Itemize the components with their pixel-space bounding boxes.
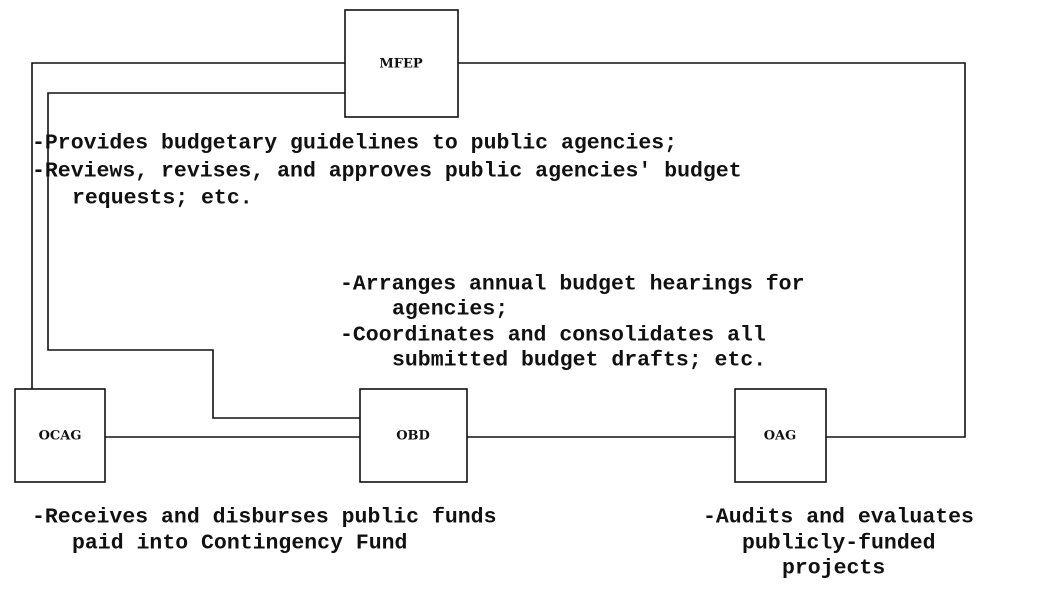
node-label: MFEP xyxy=(379,57,423,72)
description: -Coordinates and consolidates all xyxy=(340,324,766,348)
connector xyxy=(31,62,345,389)
node-label: OBD xyxy=(396,429,430,444)
connector xyxy=(458,62,966,438)
description: -Receives and disburses public funds xyxy=(32,506,496,530)
description: -Arranges annual budget hearings for xyxy=(340,273,804,297)
node-label: OCAG xyxy=(39,429,82,444)
node-box xyxy=(734,388,827,483)
node-box xyxy=(14,388,106,483)
node-label: OAG xyxy=(764,429,797,444)
node-box xyxy=(344,9,459,118)
description: -Audits and evaluates xyxy=(703,506,974,530)
description: projects xyxy=(782,557,885,581)
description: publicly-funded xyxy=(742,532,936,556)
description: -Reviews, revises, and approves public a… xyxy=(32,160,742,184)
description: paid into Contingency Fund xyxy=(72,532,407,556)
description: -Provides budgetary guidelines to public… xyxy=(32,132,677,156)
description: agencies; xyxy=(392,298,508,322)
description: requests; etc. xyxy=(72,187,253,211)
node-box xyxy=(359,388,468,483)
connector xyxy=(47,92,360,419)
description: submitted budget drafts; etc. xyxy=(392,349,766,373)
